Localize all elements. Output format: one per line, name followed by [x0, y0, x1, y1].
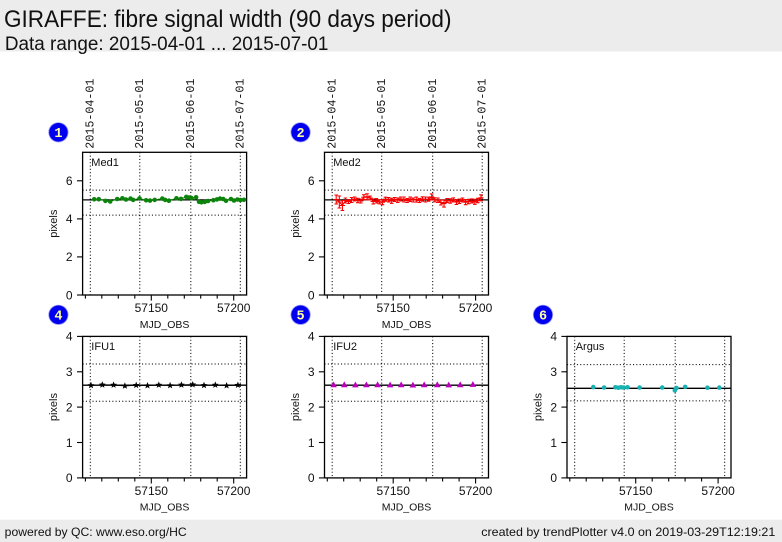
svg-text:57200: 57200: [459, 301, 493, 315]
svg-text:1: 1: [66, 436, 73, 450]
svg-text:6: 6: [66, 174, 73, 188]
svg-text:0: 0: [550, 471, 557, 485]
svg-text:57150: 57150: [377, 301, 411, 315]
svg-text:2: 2: [550, 400, 557, 414]
svg-text:0: 0: [66, 471, 73, 485]
svg-text:MJD_OBS: MJD_OBS: [382, 502, 432, 514]
svg-text:0: 0: [308, 471, 315, 485]
svg-text:2: 2: [66, 250, 73, 264]
svg-text:1: 1: [54, 127, 62, 142]
svg-text:6: 6: [308, 174, 315, 188]
svg-text:pixels: pixels: [48, 209, 60, 238]
svg-text:2015-04-01: 2015-04-01: [325, 79, 339, 149]
svg-text:3: 3: [308, 365, 315, 379]
svg-text:57200: 57200: [217, 484, 251, 498]
svg-text:2015-06-01: 2015-06-01: [184, 79, 198, 149]
svg-text:MJD_OBS: MJD_OBS: [624, 502, 674, 514]
svg-text:pixels: pixels: [290, 393, 302, 422]
svg-text:4: 4: [550, 330, 557, 344]
svg-text:created by trendPlotter v4.0 o: created by trendPlotter v4.0 on 2019-03-…: [481, 525, 775, 539]
svg-text:57200: 57200: [701, 484, 735, 498]
svg-text:6: 6: [539, 310, 547, 325]
svg-text:1: 1: [308, 436, 315, 450]
svg-text:0: 0: [66, 288, 73, 302]
svg-text:2: 2: [66, 400, 73, 414]
svg-text:4: 4: [308, 212, 315, 226]
svg-text:2: 2: [308, 400, 315, 414]
svg-text:2015-05-01: 2015-05-01: [133, 79, 147, 149]
svg-text:IFU1: IFU1: [91, 341, 115, 353]
svg-text:Data range: 2015-04-01 ... 201: Data range: 2015-04-01 ... 2015-07-01: [5, 34, 329, 55]
svg-text:pixels: pixels: [290, 209, 302, 238]
svg-text:0: 0: [308, 288, 315, 302]
svg-text:Med2: Med2: [333, 157, 361, 169]
svg-text:1: 1: [550, 436, 557, 450]
svg-text:57150: 57150: [135, 484, 169, 498]
svg-text:2015-07-01: 2015-07-01: [475, 79, 489, 149]
svg-text:MJD_OBS: MJD_OBS: [140, 319, 190, 331]
svg-text:pixels: pixels: [532, 393, 544, 422]
svg-text:IFU2: IFU2: [333, 341, 357, 353]
svg-text:powered by QC: www.eso.org/HC: powered by QC: www.eso.org/HC: [5, 525, 187, 539]
svg-text:2015-06-01: 2015-06-01: [426, 79, 440, 149]
svg-text:2015-07-01: 2015-07-01: [234, 79, 248, 149]
svg-text:GIRAFFE: fibre signal width (9: GIRAFFE: fibre signal width (90 days per…: [4, 6, 452, 33]
svg-text:4: 4: [54, 310, 62, 325]
svg-text:2: 2: [297, 127, 305, 142]
svg-text:57200: 57200: [217, 301, 251, 315]
svg-text:pixels: pixels: [48, 393, 60, 422]
svg-text:3: 3: [550, 365, 557, 379]
svg-text:4: 4: [308, 330, 315, 344]
svg-text:Med1: Med1: [91, 157, 119, 169]
svg-text:4: 4: [66, 212, 73, 226]
svg-text:MJD_OBS: MJD_OBS: [140, 502, 190, 514]
svg-text:5: 5: [297, 310, 305, 325]
svg-text:MJD_OBS: MJD_OBS: [382, 319, 432, 331]
svg-text:2015-04-01: 2015-04-01: [84, 79, 98, 149]
svg-text:2: 2: [308, 250, 315, 264]
svg-text:57150: 57150: [135, 301, 169, 315]
svg-text:3: 3: [66, 365, 73, 379]
svg-text:4: 4: [66, 330, 73, 344]
svg-text:57150: 57150: [377, 484, 411, 498]
svg-text:57150: 57150: [619, 484, 653, 498]
svg-text:Argus: Argus: [576, 341, 605, 353]
svg-text:2015-05-01: 2015-05-01: [375, 79, 389, 149]
svg-text:57200: 57200: [459, 484, 493, 498]
